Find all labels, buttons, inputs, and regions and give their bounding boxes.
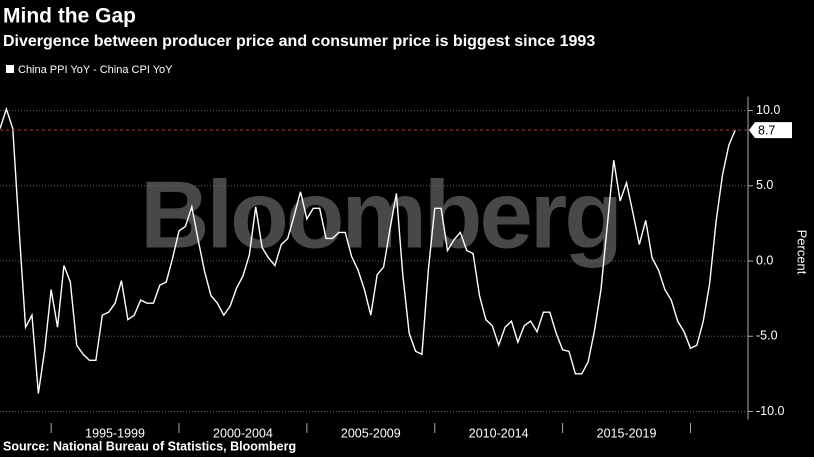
y-tick-label: 0.0 [756, 253, 773, 267]
chart-subtitle: Divergence between producer price and co… [3, 33, 595, 50]
legend-swatch [6, 65, 14, 73]
x-tick-label: 1995-1999 [85, 426, 145, 440]
last-value-tag [749, 122, 792, 139]
y-tick-label: -5.0 [756, 329, 778, 343]
y-tick-label: 5.0 [756, 178, 773, 192]
y-tick-label: -10.0 [756, 404, 785, 418]
x-tick-label: 2010-2014 [469, 426, 529, 440]
x-tick-label: 2015-2019 [597, 426, 657, 440]
last-value-label: 8.7 [758, 123, 775, 137]
series-line [0, 106, 736, 394]
watermark: Bloomberg [140, 161, 620, 268]
x-tick-label: 2005-2009 [341, 426, 401, 440]
x-tick-label: 2000-2004 [213, 426, 273, 440]
legend-label: China PPI YoY - China CPI YoY [18, 64, 173, 76]
y-axis-label: Percent [795, 230, 810, 275]
chart-title: Mind the Gap [3, 5, 136, 28]
y-tick-label: 10.0 [756, 103, 780, 117]
source-note: Source: National Bureau of Statistics, B… [3, 439, 296, 453]
